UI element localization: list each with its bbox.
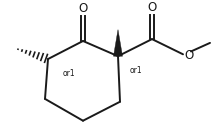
Text: O: O bbox=[78, 2, 88, 15]
Text: O: O bbox=[147, 1, 157, 14]
Text: or1: or1 bbox=[63, 69, 76, 78]
Text: O: O bbox=[184, 49, 193, 62]
Text: or1: or1 bbox=[130, 66, 143, 75]
Polygon shape bbox=[113, 30, 122, 56]
